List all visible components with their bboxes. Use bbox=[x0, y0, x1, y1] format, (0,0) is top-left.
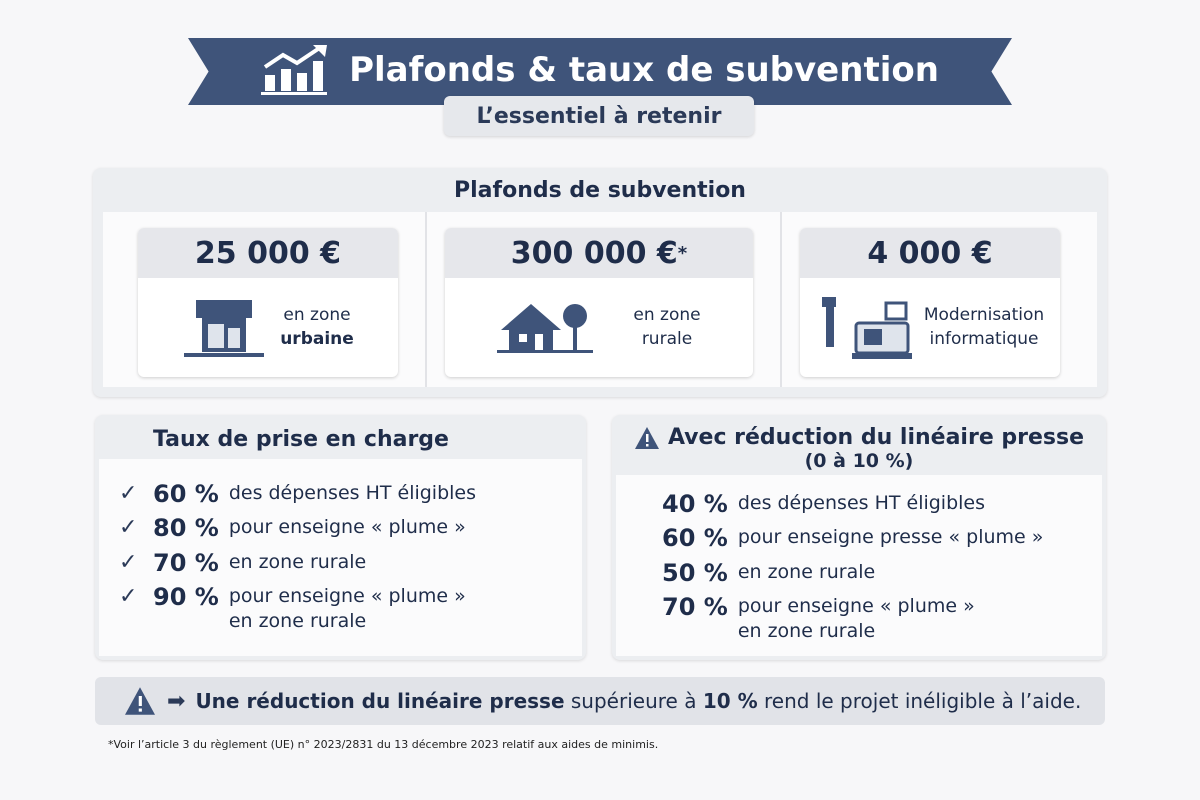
ceiling-label: urbaine bbox=[280, 328, 354, 349]
ceiling-amount: 300 000 € bbox=[510, 235, 678, 271]
rate-text: des dépenses HT éligibles bbox=[737, 492, 986, 514]
cash-register-scanner-icon bbox=[821, 296, 912, 359]
rate-text: en zone rurale bbox=[737, 560, 876, 583]
rate-pct: 60 % bbox=[662, 524, 728, 553]
rate-item: ✓ 70 % en zone rurale bbox=[119, 548, 586, 577]
ceiling-card-it: 4 000 € Modernisation informatique bbox=[800, 228, 1060, 377]
ceiling-label: Modernisation bbox=[923, 304, 1045, 325]
warning-text: Une réduction du linéaire presse supérie… bbox=[195, 689, 1082, 713]
shop-icon bbox=[184, 299, 265, 357]
check-icon: ✓ bbox=[119, 584, 138, 610]
rate-text: en zone rurale bbox=[228, 550, 367, 573]
reduced-rates-panel: Avec réduction du linéaire presse (0 à 1… bbox=[612, 415, 1106, 660]
ceiling-label: en zone bbox=[633, 304, 701, 325]
warning-icon bbox=[125, 687, 155, 715]
rate-pct: 40 % bbox=[662, 490, 728, 518]
ineligibility-warning: ➡ Une réduction du linéaire presse supér… bbox=[95, 677, 1105, 725]
ceiling-label: informatique bbox=[929, 328, 1039, 349]
rate-pct: 70 % bbox=[153, 548, 219, 577]
rate-text: en zone rurale bbox=[228, 609, 367, 632]
check-icon: ✓ bbox=[119, 481, 138, 506]
rate-text: pour enseigne presse « plume » bbox=[737, 526, 1044, 549]
rate-text: pour enseigne « plume » bbox=[228, 516, 466, 539]
ceilings-title: Plafonds de subvention bbox=[454, 178, 746, 203]
rate-text: des dépenses HT éligibles bbox=[228, 482, 477, 504]
warning-icon bbox=[634, 426, 659, 449]
footnote: *Voir l’article 3 du règlement (UE) n° 2… bbox=[108, 738, 659, 751]
rate-item: ✓ 60 % des dépenses HT éligibles bbox=[119, 480, 586, 508]
rate-item: 70 % pour enseigne « plume » en zone rural… bbox=[662, 594, 1106, 643]
rates-title: Taux de prise en charge bbox=[153, 427, 449, 452]
rate-item: 60 % pour enseigne presse « plume » bbox=[662, 524, 1106, 553]
check-icon: ✓ bbox=[119, 515, 138, 541]
ceiling-label: rurale bbox=[641, 328, 693, 349]
ceiling-amount: 4 000 € bbox=[800, 228, 1060, 278]
arrow-right-icon: ➡ bbox=[167, 688, 186, 714]
check-icon: ✓ bbox=[119, 549, 138, 575]
title-banner: Plafonds & taux de subvention bbox=[188, 38, 1012, 105]
rate-pct: 70 % bbox=[662, 593, 728, 622]
rate-text: en zone rurale bbox=[737, 619, 876, 642]
rate-item: ✓ 80 % pour enseigne « plume » bbox=[119, 514, 586, 543]
ceiling-label: en zone bbox=[283, 304, 351, 325]
ceiling-card-urban: 25 000 € en zone urbaine bbox=[138, 228, 398, 377]
rates-panel: Taux de prise en charge ✓ 60 % des dépense… bbox=[95, 415, 586, 660]
house-tree-icon bbox=[497, 303, 594, 353]
rate-item: 40 % des dépenses HT éligibles bbox=[662, 490, 1106, 518]
rate-text: pour enseigne « plume » bbox=[737, 595, 975, 618]
reduced-subtitle: (0 à 10 %) bbox=[804, 450, 914, 472]
rate-pct: 50 % bbox=[662, 558, 728, 587]
ceiling-amount: 25 000 € bbox=[138, 228, 398, 278]
rate-pct: 80 % bbox=[153, 514, 219, 543]
rate-pct: 60 % bbox=[153, 480, 219, 508]
asterisk: * bbox=[677, 242, 688, 264]
ceiling-card-rural: 300 000 € * en zone rurale bbox=[445, 228, 753, 377]
chart-growth-icon bbox=[261, 44, 328, 95]
rate-pct: 90 % bbox=[153, 583, 219, 612]
page-subtitle: L’essentiel à retenir bbox=[444, 96, 754, 136]
rate-item: ✓ 90 % pour enseigne « plume » en zone rura… bbox=[119, 584, 586, 633]
rate-text: pour enseigne « plume » bbox=[228, 585, 466, 608]
reduced-title: Avec réduction du linéaire presse bbox=[667, 425, 1085, 450]
rate-item: 50 % en zone rurale bbox=[662, 558, 1106, 587]
page-title: Plafonds & taux de subvention bbox=[349, 49, 939, 90]
